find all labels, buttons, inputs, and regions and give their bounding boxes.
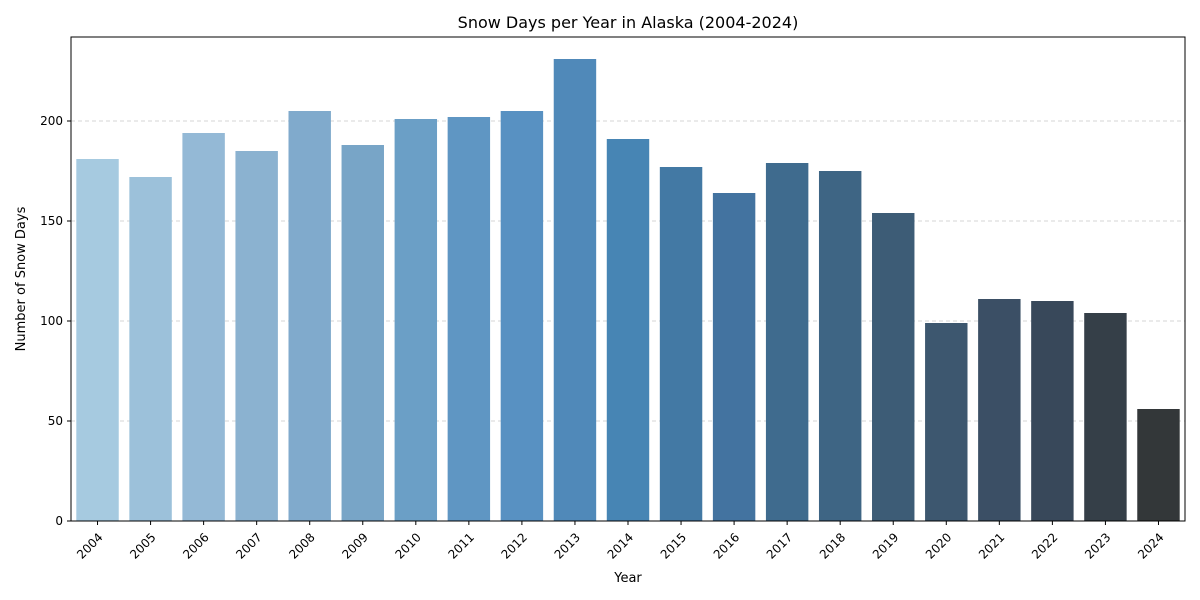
bar-2020 <box>925 323 968 521</box>
x-tick-label: 2024 <box>1135 530 1166 561</box>
y-tick-label: 200 <box>40 114 63 128</box>
bar-2007 <box>235 151 278 521</box>
bar-2021 <box>978 299 1021 521</box>
x-tick-label: 2011 <box>445 530 476 561</box>
y-tick-label: 100 <box>40 314 63 328</box>
x-tick-label: 2007 <box>233 530 264 561</box>
bar-2009 <box>341 145 384 521</box>
bar-2022 <box>1031 301 1074 521</box>
x-tick-label: 2005 <box>127 530 158 561</box>
x-tick-label: 2009 <box>339 530 370 561</box>
x-tick-label: 2021 <box>976 530 1007 561</box>
y-tick-label: 0 <box>55 514 63 528</box>
y-tick-label: 50 <box>48 414 63 428</box>
bar-2010 <box>394 119 438 521</box>
x-tick-label: 2017 <box>764 530 795 561</box>
x-tick-label: 2018 <box>817 530 848 561</box>
x-axis-title: Year <box>613 571 642 586</box>
bar-2016 <box>712 193 756 521</box>
x-tick-label: 2020 <box>923 530 954 561</box>
bar-2011 <box>447 117 491 521</box>
bar-2017 <box>765 163 809 521</box>
x-tick-label: 2013 <box>552 530 583 561</box>
x-tick-label: 2019 <box>870 530 901 561</box>
bar-2024 <box>1137 409 1180 521</box>
y-axis: 0 50 100 150 200 <box>40 114 71 528</box>
x-tick-label: 2023 <box>1082 530 1113 561</box>
x-tick-label: 2014 <box>605 530 636 561</box>
y-axis-title: Number of Snow Days <box>14 206 29 351</box>
x-tick-label: 2008 <box>286 530 317 561</box>
x-tick-label: 2016 <box>711 530 742 561</box>
x-tick-label: 2006 <box>180 530 211 561</box>
y-tick-label: 150 <box>40 214 63 228</box>
bar-2014 <box>606 139 650 521</box>
x-tick-label: 2015 <box>658 530 689 561</box>
bar-2015 <box>659 167 703 521</box>
bar-2006 <box>182 133 225 521</box>
x-tick-label: 2022 <box>1029 530 1060 561</box>
bar-2008 <box>288 111 331 521</box>
bar-2013 <box>553 59 597 521</box>
bar-2005 <box>129 177 172 521</box>
x-tick-label: 2004 <box>74 530 105 561</box>
bars <box>76 59 1180 521</box>
plot-frame <box>70 36 1186 522</box>
bar-2012 <box>500 111 544 521</box>
x-axis: 2004 2005 2006 2007 2008 2009 2010 2011 2012 2013… <box>74 521 1167 562</box>
bar-2004 <box>76 159 119 521</box>
bar-2018 <box>818 171 862 521</box>
bar-2023 <box>1084 313 1127 521</box>
bar-2019 <box>872 213 915 521</box>
x-tick-label: 2012 <box>499 530 530 561</box>
chart-title: Snow Days per Year in Alaska (2004-2024) <box>458 13 799 32</box>
x-tick-label: 2010 <box>392 530 423 561</box>
